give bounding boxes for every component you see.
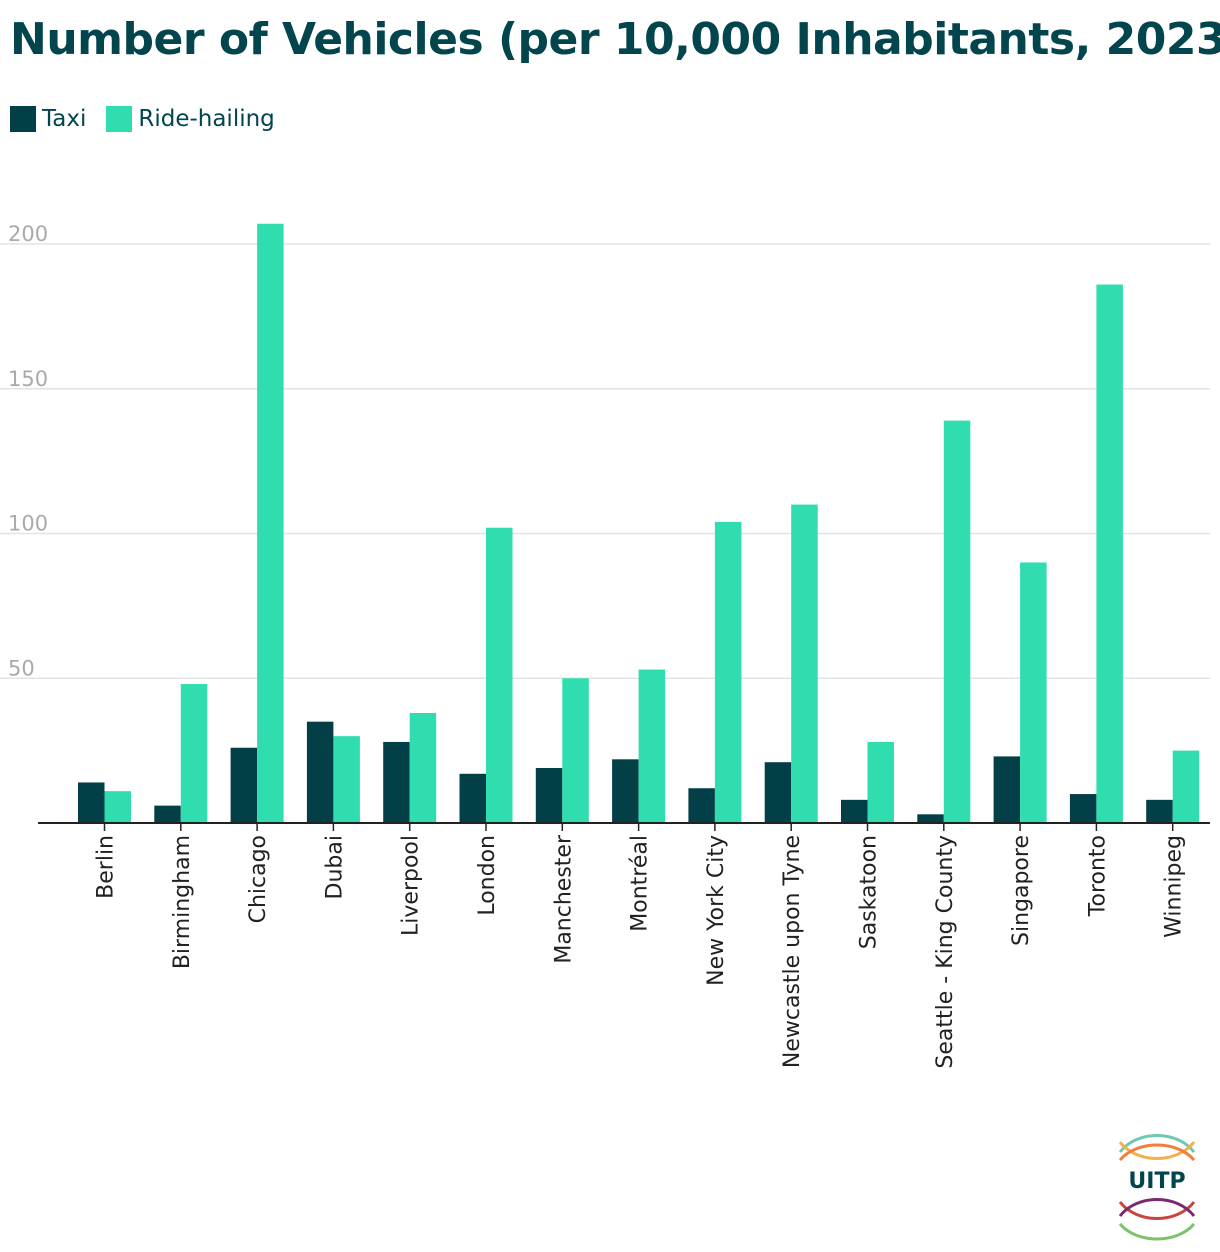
uitp-logo: UITP xyxy=(1118,1134,1196,1241)
x-tick-label: New York City xyxy=(704,835,729,986)
bar-taxi[interactable] xyxy=(1069,794,1097,823)
bar-taxi[interactable] xyxy=(841,799,868,823)
x-tick-label: Chicago xyxy=(246,835,271,923)
bar-ride-hailing[interactable] xyxy=(1096,284,1123,823)
bar-ride-hailing[interactable] xyxy=(638,669,666,823)
x-tick-label: Birmingham xyxy=(170,835,195,969)
x-tick-label: London xyxy=(475,835,500,916)
bar-ride-hailing[interactable] xyxy=(333,736,360,823)
bar-ride-hailing[interactable] xyxy=(409,712,437,823)
bar-taxi[interactable] xyxy=(459,773,487,823)
legend-swatch-ride-hailing xyxy=(106,106,133,132)
x-tick-label: Newcastle upon Tyne xyxy=(780,835,805,1068)
bar-taxi[interactable] xyxy=(154,805,181,823)
bar-ride-hailing[interactable] xyxy=(1172,750,1200,823)
bar-taxi[interactable] xyxy=(78,782,105,823)
bar-ride-hailing[interactable] xyxy=(714,521,742,823)
x-tick-label: Singapore xyxy=(1009,835,1034,946)
bar-ride-hailing[interactable] xyxy=(486,527,513,823)
x-tick-label: Saskatoon xyxy=(857,835,882,949)
bar-taxi[interactable] xyxy=(535,767,563,823)
legend-swatch-taxi xyxy=(10,106,36,132)
x-tick-label: Berlin xyxy=(94,835,119,899)
x-tick-label: Liverpool xyxy=(399,835,424,936)
legend-label-taxi: Taxi xyxy=(42,106,87,132)
y-tick-label: 200 xyxy=(8,222,48,246)
bar-ride-hailing[interactable] xyxy=(943,420,971,823)
bar-ride-hailing[interactable] xyxy=(562,678,589,823)
bar-taxi[interactable] xyxy=(917,814,944,823)
legend-item-taxi[interactable]: Taxi xyxy=(10,106,86,132)
legend: Taxi Ride-hailing xyxy=(10,106,295,132)
legend-label-ride-hailing: Ride-hailing xyxy=(138,106,275,132)
y-axis-ticks: 50 100 150 200 xyxy=(8,222,48,680)
bar-taxi[interactable] xyxy=(993,756,1021,823)
bar-ride-hailing[interactable] xyxy=(791,504,818,823)
bar-ride-hailing[interactable] xyxy=(104,791,132,823)
bar-ride-hailing[interactable] xyxy=(180,684,208,823)
logo-text: UITP xyxy=(1128,1169,1185,1194)
y-tick-label: 150 xyxy=(8,367,48,391)
bar-taxi[interactable] xyxy=(612,759,639,823)
y-tick-label: 50 xyxy=(8,656,35,680)
gridlines xyxy=(0,243,1210,679)
x-tick-label: Montréal xyxy=(628,835,653,932)
y-tick-label: 100 xyxy=(8,512,48,536)
bar-taxi[interactable] xyxy=(306,721,334,823)
x-tick-label: Seattle - King County xyxy=(933,835,958,1069)
bar-taxi[interactable] xyxy=(230,747,258,823)
legend-item-ride-hailing[interactable]: Ride-hailing xyxy=(106,106,275,132)
bar-taxi[interactable] xyxy=(764,762,792,823)
x-tick-label: Winnipeg xyxy=(1162,835,1187,938)
bar-ride-hailing[interactable] xyxy=(1020,562,1047,823)
bar-taxi[interactable] xyxy=(383,741,410,823)
chart-title: Number of Vehicles (per 10,000 Inhabitan… xyxy=(10,14,1220,65)
x-axis-labels: Berlin Birmingham Chicago Dubai Liverpool Lon… xyxy=(94,823,1187,1069)
x-tick-label: Toronto xyxy=(1085,835,1110,917)
x-tick-label: Dubai xyxy=(322,835,347,899)
bar-ride-hailing[interactable] xyxy=(257,223,284,824)
x-tick-label: Manchester xyxy=(551,834,576,964)
bar-taxi[interactable] xyxy=(688,788,715,823)
bar-taxi[interactable] xyxy=(1146,799,1173,823)
bars xyxy=(78,223,1200,824)
bar-ride-hailing[interactable] xyxy=(867,741,895,823)
